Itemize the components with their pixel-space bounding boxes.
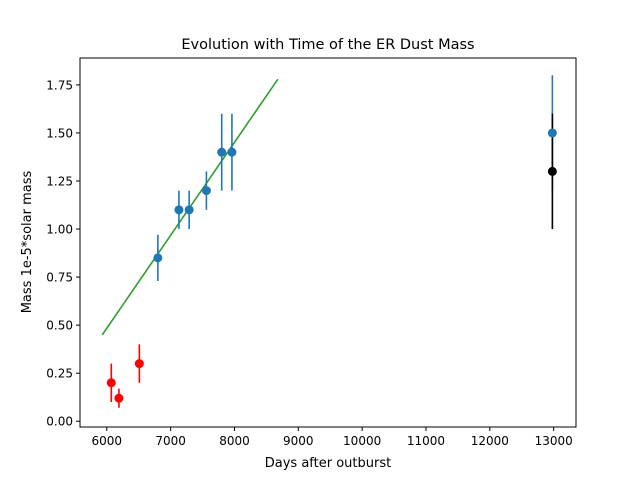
y-tick-label: 1.00: [46, 223, 73, 237]
data-point: [174, 205, 184, 215]
data-point: [547, 166, 557, 176]
x-axis-label: Days after outburst: [265, 456, 391, 471]
data-point: [547, 128, 557, 138]
y-tick-label: 0.75: [46, 271, 73, 285]
x-tick-label: 10000: [343, 434, 381, 448]
y-tick-label: 0.50: [46, 319, 73, 333]
x-tick-label: 11000: [407, 434, 445, 448]
y-axis-label: Mass 1e-5*solar mass: [20, 171, 35, 314]
x-tick-label: 6000: [92, 434, 123, 448]
data-point: [227, 147, 237, 157]
x-axis: 6000 7000 8000 9000 10000 11000 12000 13000: [92, 427, 573, 448]
x-tick-label: 9000: [283, 434, 314, 448]
axes-frame: [79, 57, 577, 428]
plot-area: [101, 75, 557, 408]
y-tick-label: 0.25: [46, 367, 73, 381]
data-point: [153, 253, 163, 263]
data-point: [201, 186, 211, 196]
y-tick-label: 1.50: [46, 126, 73, 140]
data-point: [114, 393, 124, 403]
y-tick-label: 1.75: [46, 78, 73, 92]
data-point: [217, 147, 227, 157]
x-tick-label: 8000: [219, 434, 250, 448]
x-tick-label: 12000: [471, 434, 509, 448]
x-tick-label: 13000: [535, 434, 573, 448]
y-axis: 0.00 0.25 0.50 0.75 1.00 1.25 1.50 1.75: [46, 78, 80, 429]
y-tick-label: 1.25: [46, 175, 73, 189]
chart-title: Evolution with Time of the ER Dust Mass: [181, 37, 474, 53]
data-point: [106, 378, 116, 388]
x-tick-label: 7000: [155, 434, 186, 448]
data-point: [184, 205, 194, 215]
data-point: [134, 359, 144, 369]
y-tick-label: 0.00: [46, 415, 73, 429]
